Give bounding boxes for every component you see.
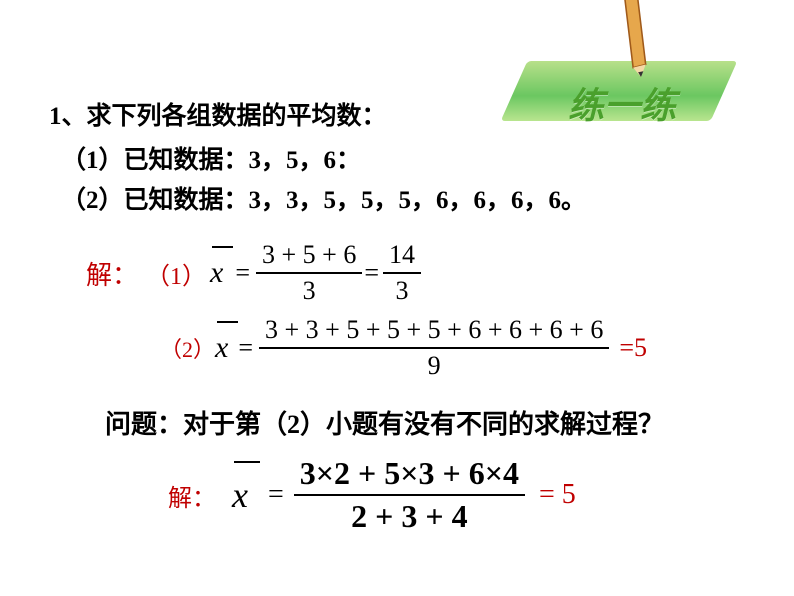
sol-label-2: 解： [168,478,216,513]
xbar-2: x [215,331,228,365]
practice-label-text: 练一练 [568,77,676,129]
frac-2: 3 + 3 + 5 + 5 + 5 + 6 + 6 + 6 + 6 9 [259,315,609,381]
frac-3: 3×2 + 5×3 + 6×4 2 + 3 + 4 [294,455,525,535]
equals-3a: = [268,479,284,511]
solution-row-1: 解： （1） x = 3 + 5 + 6 3 = 14 3 [86,240,421,306]
frac-1a: 3 + 5 + 6 3 [256,240,362,306]
practice-label: 练一练 [514,25,724,120]
sub2-prefix: （2）已知数据： [61,187,249,214]
result-3: = 5 [539,479,576,511]
pencil-icon [598,0,662,77]
equals-1b: = [364,258,379,288]
prompt-line-2: （1）已知数据：3，5，6： [61,140,361,176]
xbar-1: x [210,256,223,290]
solution-row-2: （2） x = 3 + 3 + 5 + 5 + 5 + 6 + 6 + 6 + … [160,315,647,381]
equals-2a: = [238,333,253,363]
prompt-line-3: （2）已知数据：3，3，5，5，5，6，6，6，6。 [61,180,586,216]
result-2: =5 [619,333,647,363]
sol-label: 解： [86,255,138,292]
sub2-data: 3，3，5，5，5，6，6，6，6。 [249,187,587,214]
sub1-data: 3，5，6： [249,147,362,174]
frac-3-num: 3×2 + 5×3 + 6×4 [294,455,525,496]
prompt-line-1: 1、求下列各组数据的平均数： [49,96,387,132]
sub1-marker: （1） [146,256,206,291]
frac-2-num: 3 + 3 + 5 + 5 + 5 + 6 + 6 + 6 + 6 [259,315,609,349]
frac-1b-den: 3 [383,274,421,306]
solution-row-3: 解： x = 3×2 + 5×3 + 6×4 2 + 3 + 4 = 5 [168,455,576,535]
followup-question: 问题：对于第（2）小题有没有不同的求解过程？ [105,404,664,441]
frac-2-den: 9 [259,349,609,381]
equals-1a: = [235,258,250,288]
frac-1b-num: 14 [383,240,421,274]
frac-1b: 14 3 [383,240,421,306]
frac-3-den: 2 + 3 + 4 [294,496,525,535]
frac-1a-num: 3 + 5 + 6 [256,240,362,274]
xbar-3: x [232,474,248,516]
sub2-marker: （2） [160,332,215,364]
sub1-prefix: （1）已知数据： [61,147,249,174]
frac-1a-den: 3 [256,274,362,306]
